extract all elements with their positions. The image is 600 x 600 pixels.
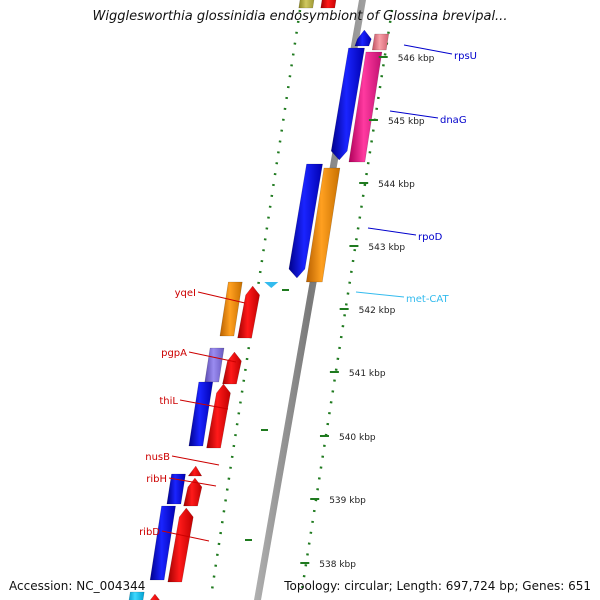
feature-20-arrow[interactable]	[167, 507, 194, 583]
feature-7-arrow[interactable]	[288, 163, 323, 279]
gene-label-ribh[interactable]: ribH	[146, 474, 167, 485]
feature-11-arrow[interactable]	[237, 285, 260, 339]
feature-21-arrow[interactable]	[127, 591, 145, 600]
leader-line	[367, 227, 417, 236]
ruler-tick-label: 540 kbp	[339, 433, 376, 443]
genome-title: Wigglesworthia glossinidia endosymbiont …	[92, 9, 508, 24]
gene-nusb-arrow[interactable]	[187, 465, 203, 477]
leader-line	[168, 477, 217, 487]
length-value: 697,724 bp	[445, 579, 515, 593]
leader-line	[188, 351, 237, 363]
feature-track	[127, 0, 390, 600]
topology-value: circular	[344, 579, 389, 593]
genes-label: Genes:	[522, 579, 565, 593]
ruler-tick-label: 545 kbp	[388, 117, 425, 127]
ruler-tick-label: 538 kbp	[319, 560, 356, 570]
accession-label: Accession:	[9, 579, 73, 593]
gene-label-thil[interactable]: thiL	[159, 396, 178, 407]
leader-line	[403, 44, 453, 55]
feature-18-arrow[interactable]	[183, 477, 203, 507]
gene-ribd-arrow[interactable]	[149, 505, 176, 581]
gene-met-cat-arrow[interactable]	[264, 282, 279, 288]
gene-ribh-arrow[interactable]	[166, 473, 186, 505]
gene-thil-arrow[interactable]	[188, 381, 214, 447]
gene-label-nusb[interactable]: nusB	[145, 452, 170, 463]
ruler-tick-label: 542 kbp	[359, 306, 396, 316]
ruler-tick-label: 544 kbp	[378, 180, 415, 190]
feature-13-arrow[interactable]	[222, 351, 242, 385]
feature-22-arrow[interactable]	[145, 593, 161, 600]
ruler-tick-label: 546 kbp	[398, 54, 435, 64]
accession-value: NC_004344	[76, 579, 146, 593]
gene-rpod-arrow[interactable]	[305, 167, 341, 283]
feature-6-arrow[interactable]	[348, 51, 383, 163]
gene-label-rpsu[interactable]: rpsU	[454, 51, 477, 62]
length-label: Length:	[396, 579, 442, 593]
trna-label-met-cat[interactable]: met-CAT	[406, 294, 449, 305]
gene-yqei-arrow[interactable]	[219, 281, 243, 337]
leader-line	[171, 455, 220, 466]
gene-label-rpod[interactable]: rpoD	[418, 232, 443, 243]
gene-labels: yqeI pgpA thiL nusB ribH ribD rpsU dnaG rpoD met-…	[139, 44, 477, 542]
gene-pgpa-arrow[interactable]	[204, 347, 225, 383]
accession-info: Accession: NC_004344	[9, 579, 145, 593]
gene-label-dnag[interactable]: dnaG	[440, 115, 467, 126]
leader-line	[197, 291, 246, 304]
ruler-tick-label: 541 kbp	[349, 369, 386, 379]
leader-line	[355, 291, 405, 298]
gene-label-yqei[interactable]: yqeI	[175, 288, 196, 299]
gene-label-ribd[interactable]: ribD	[139, 527, 160, 538]
genes-value: 651	[568, 579, 591, 593]
feature-15-arrow[interactable]	[206, 383, 231, 449]
feature-1-arrow[interactable]	[298, 0, 315, 9]
feature-4-arrow[interactable]	[371, 33, 390, 51]
leader-line	[389, 110, 439, 119]
gene-rpsu-arrow[interactable]	[354, 29, 372, 47]
gene-label-pgpa[interactable]: pgpA	[161, 348, 187, 359]
leader-line	[179, 399, 229, 410]
leader-line	[161, 530, 210, 542]
topology-label: Topology:	[284, 579, 341, 593]
ruler-ticks: 546 kbp 545 kbp 544 kbp 543 kbp 542 kbp 541 k…	[245, 54, 435, 570]
ruler-tick-label: 543 kbp	[368, 243, 405, 253]
feature-2-arrow[interactable]	[320, 0, 337, 9]
gene-dnag-arrow[interactable]	[330, 47, 365, 161]
genome-stats: Topology: circular; Length: 697,724 bp; …	[284, 579, 591, 593]
ruler-tick-label: 539 kbp	[329, 496, 366, 506]
